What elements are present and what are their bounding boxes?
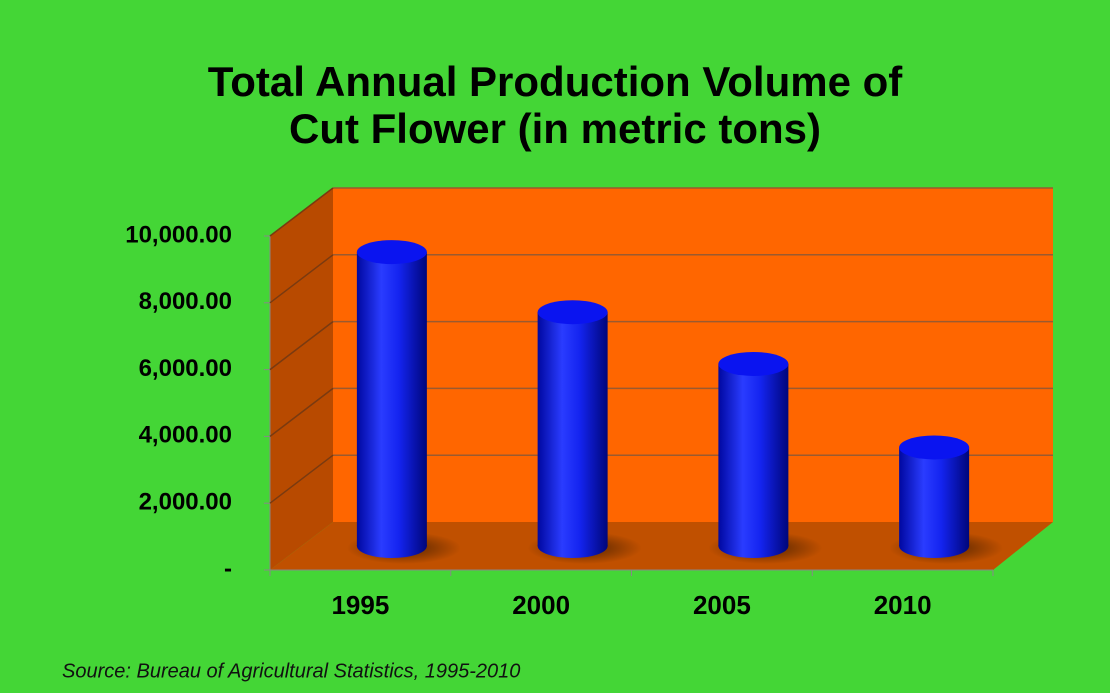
back-wall: [333, 188, 1053, 522]
grid-line: [269, 454, 334, 504]
floor: [270, 522, 1053, 570]
grid-line: [269, 387, 334, 437]
bar-top: [718, 351, 789, 376]
bar-top: [899, 435, 970, 460]
grid-line: [269, 254, 334, 304]
y-tick-label: 4,000.00: [139, 422, 232, 449]
bar: [899, 447, 970, 546]
bar-top: [537, 300, 608, 325]
chart-title: Cut Flower (in metric tons): [289, 105, 821, 152]
source-note: Source: Bureau of Agricultural Statistic…: [62, 660, 520, 682]
x-tick-label: 2010: [874, 590, 932, 620]
chart-title: Total Annual Production Volume of: [208, 58, 904, 105]
grid-line: [269, 321, 334, 371]
y-tick-label: 6,000.00: [139, 355, 232, 382]
side-wall: [270, 188, 333, 570]
y-tick-label: 2,000.00: [139, 489, 232, 516]
bar: [537, 312, 608, 546]
x-tick-label: 2005: [693, 590, 751, 620]
y-tick-label: -: [224, 555, 232, 582]
x-tick-label: 1995: [331, 590, 389, 620]
bar: [718, 363, 789, 546]
y-tick-label: 8,000.00: [139, 288, 232, 315]
x-tick-label: 2000: [512, 590, 570, 620]
y-tick-label: 10,000.00: [125, 221, 232, 248]
bar: [356, 252, 427, 546]
grid-line: [269, 187, 334, 237]
bar-top: [356, 240, 427, 265]
